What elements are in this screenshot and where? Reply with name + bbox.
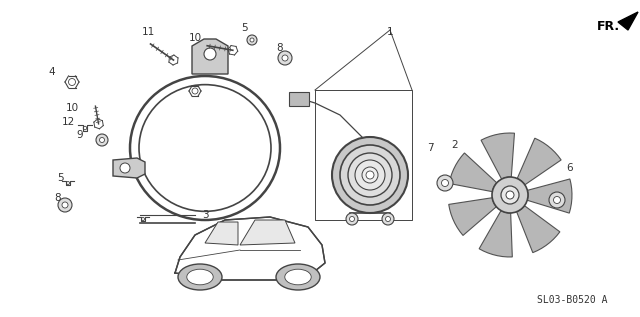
Circle shape [346, 213, 358, 225]
Polygon shape [516, 206, 560, 253]
Circle shape [340, 145, 400, 205]
Circle shape [96, 134, 108, 146]
FancyBboxPatch shape [289, 92, 309, 106]
Circle shape [554, 197, 561, 204]
Circle shape [362, 167, 378, 183]
Circle shape [437, 175, 453, 191]
Circle shape [278, 51, 292, 65]
Circle shape [120, 163, 130, 173]
Circle shape [62, 202, 68, 208]
Polygon shape [527, 179, 572, 213]
Circle shape [382, 213, 394, 225]
Circle shape [247, 35, 257, 45]
Text: 11: 11 [141, 27, 155, 37]
Text: 8: 8 [54, 193, 61, 203]
Circle shape [501, 186, 519, 204]
Text: FR.: FR. [597, 20, 620, 33]
Polygon shape [449, 198, 497, 236]
Polygon shape [192, 39, 228, 74]
Polygon shape [479, 210, 512, 257]
Circle shape [385, 217, 390, 222]
Ellipse shape [178, 264, 222, 290]
Circle shape [348, 153, 392, 197]
Polygon shape [618, 12, 638, 30]
Polygon shape [449, 153, 497, 192]
Circle shape [549, 192, 565, 208]
Circle shape [366, 171, 374, 179]
Text: 9: 9 [77, 130, 83, 140]
Text: 12: 12 [61, 117, 75, 127]
Circle shape [99, 138, 104, 143]
Text: 5: 5 [242, 23, 248, 33]
Polygon shape [481, 133, 515, 179]
Text: 4: 4 [49, 67, 55, 77]
Circle shape [332, 137, 408, 213]
Circle shape [492, 177, 528, 213]
Circle shape [58, 198, 72, 212]
Text: 3: 3 [202, 210, 208, 220]
Circle shape [282, 55, 288, 61]
Polygon shape [517, 138, 561, 185]
Ellipse shape [285, 269, 311, 285]
Circle shape [204, 48, 216, 60]
Text: 5: 5 [57, 173, 63, 183]
Circle shape [349, 217, 355, 222]
Text: SL03-B0520 A: SL03-B0520 A [537, 295, 607, 305]
Text: 8: 8 [276, 43, 284, 53]
Circle shape [442, 179, 449, 186]
Text: 2: 2 [452, 140, 458, 150]
Circle shape [355, 160, 385, 190]
Text: 10: 10 [188, 33, 202, 43]
Text: 7: 7 [427, 143, 433, 153]
Polygon shape [240, 220, 295, 245]
Polygon shape [205, 222, 238, 245]
Ellipse shape [276, 264, 320, 290]
Polygon shape [175, 217, 325, 280]
Ellipse shape [187, 269, 213, 285]
Polygon shape [113, 158, 145, 178]
Circle shape [250, 38, 254, 42]
Text: 6: 6 [566, 163, 573, 173]
Circle shape [506, 191, 514, 199]
Text: 1: 1 [387, 27, 394, 37]
Text: 10: 10 [65, 103, 79, 113]
